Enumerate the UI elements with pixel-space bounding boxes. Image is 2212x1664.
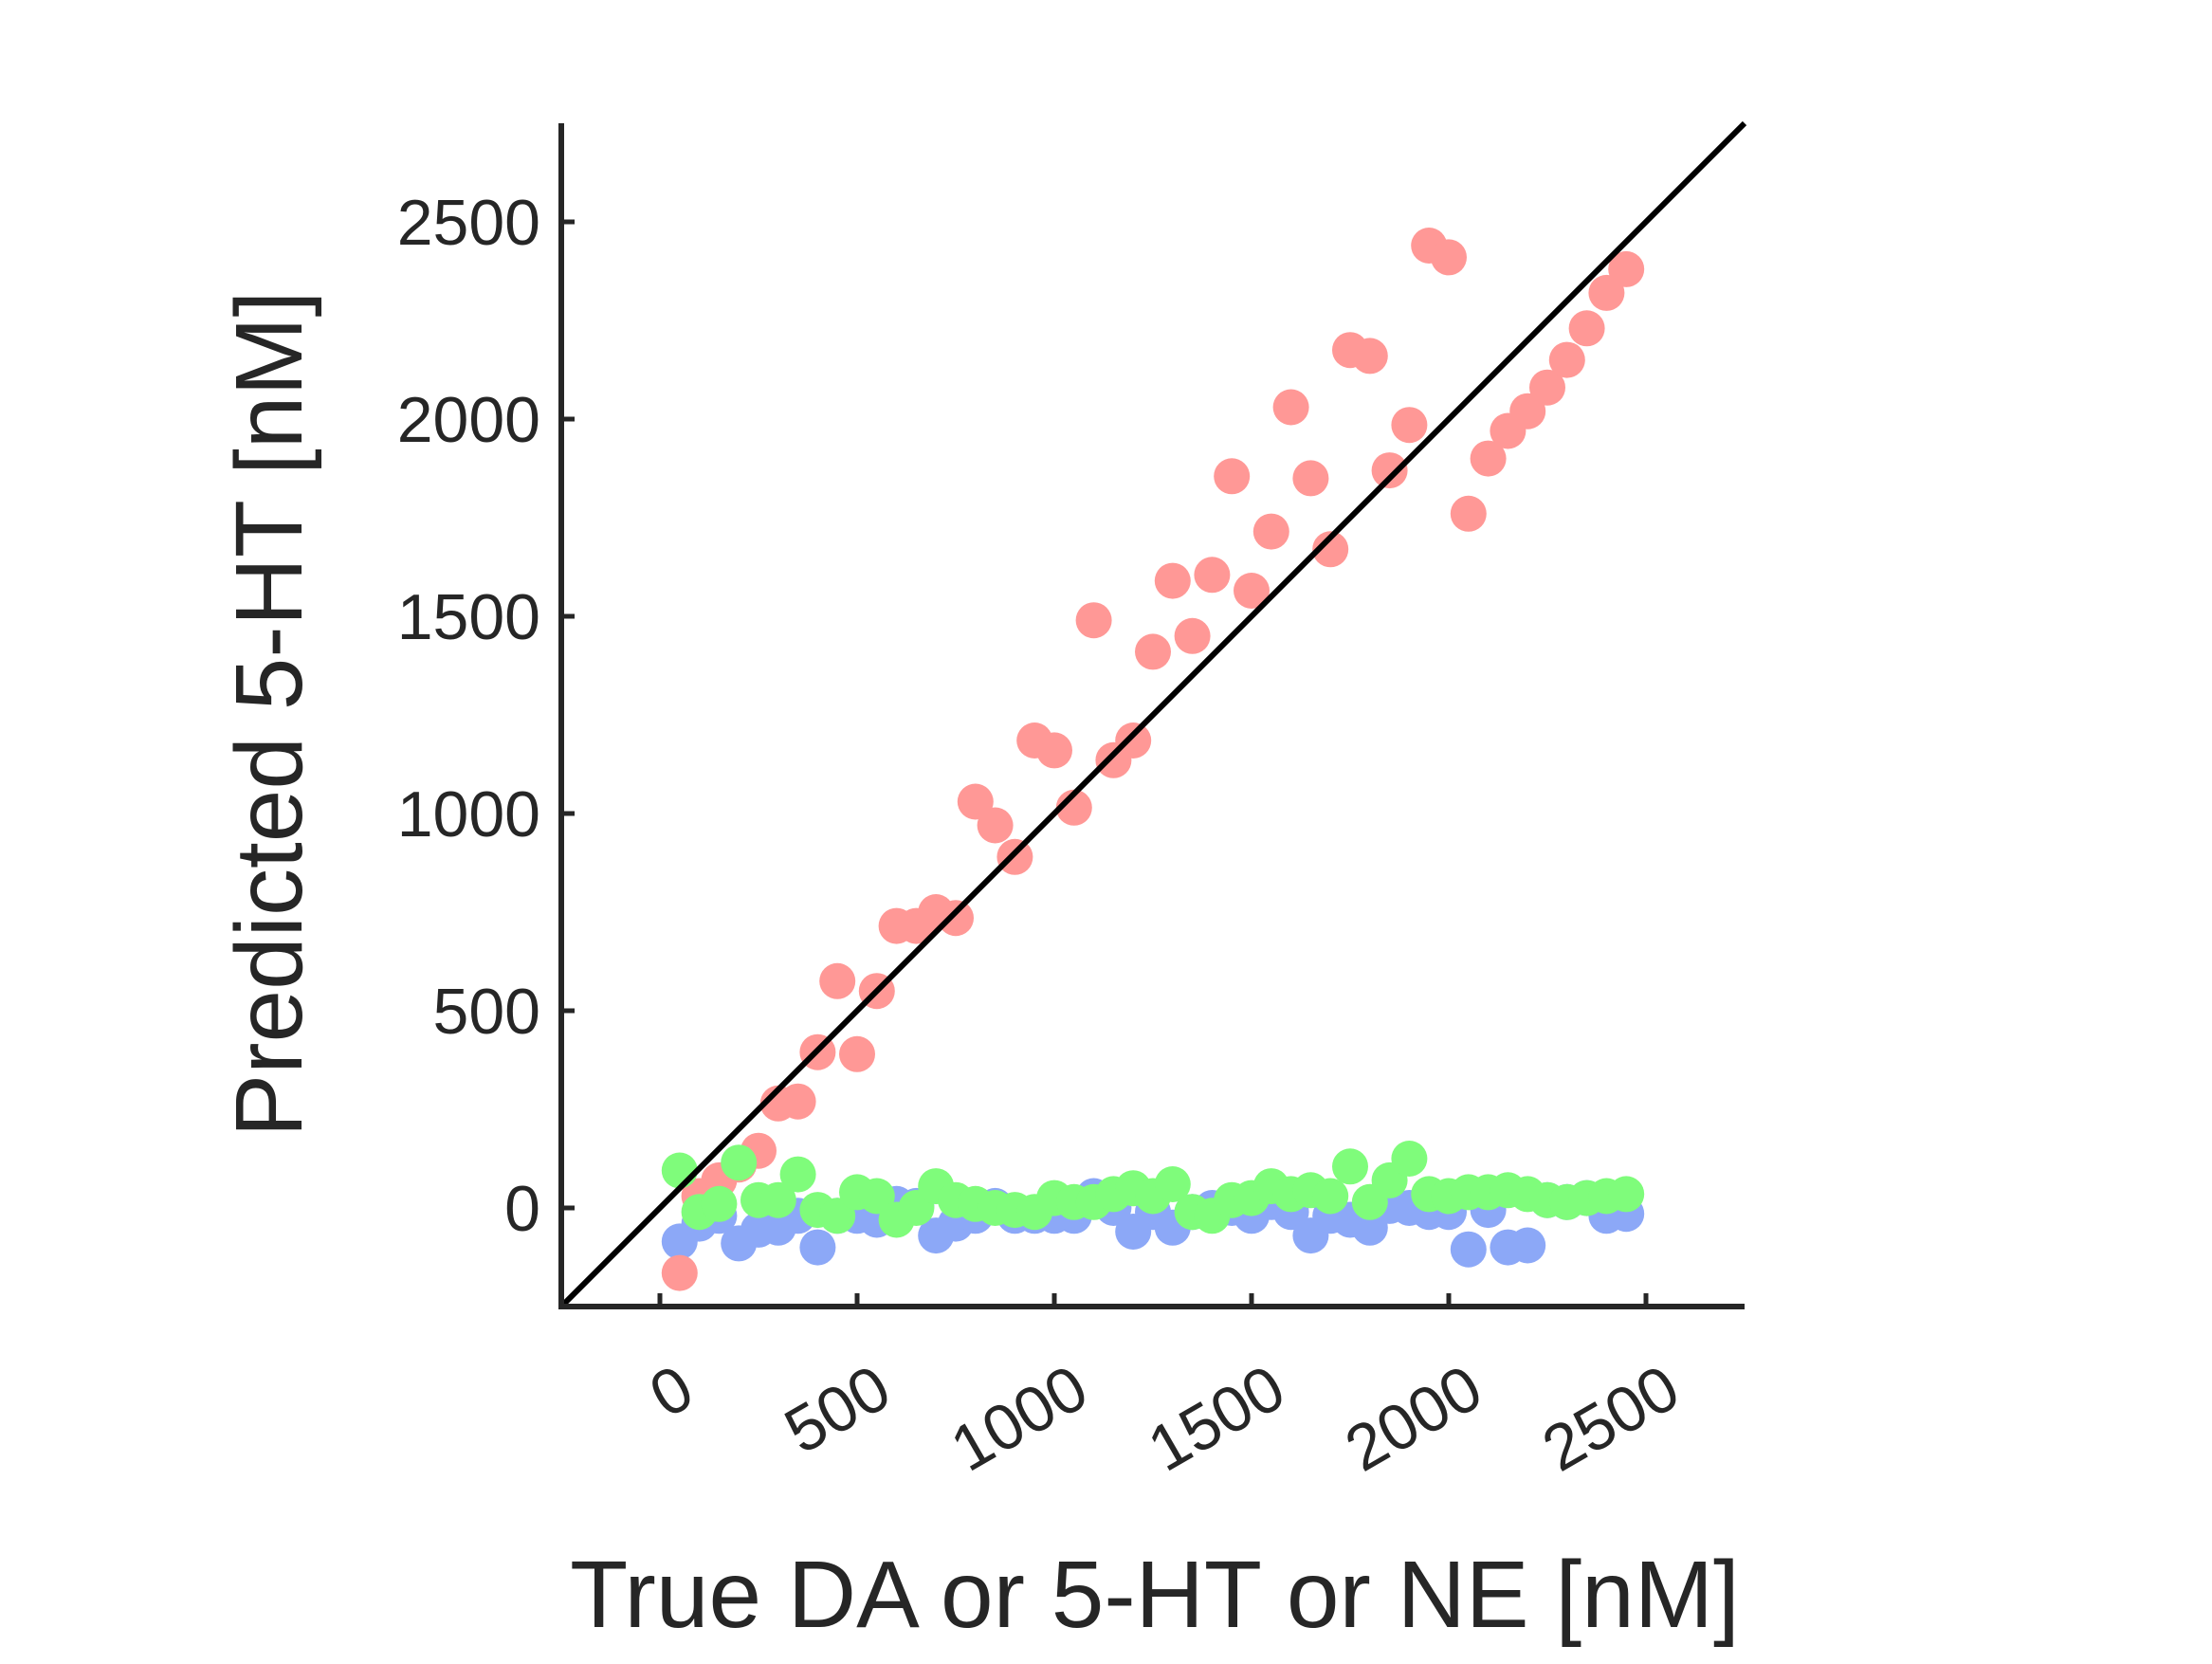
data-point xyxy=(1470,440,1507,477)
axes-layer xyxy=(558,123,1745,1309)
data-point xyxy=(1234,573,1270,609)
y-tick-label: 500 xyxy=(433,976,540,1048)
data-point xyxy=(1608,250,1645,287)
data-point xyxy=(1450,495,1487,532)
data-point xyxy=(1588,274,1625,311)
x-tick-label: 1000 xyxy=(939,1351,1099,1485)
data-point xyxy=(1036,732,1072,769)
x-axis-title: True DA or 5-HT or NE [nM] xyxy=(570,1542,1740,1648)
data-point xyxy=(1115,722,1152,759)
data-point xyxy=(1509,393,1546,430)
y-tick-label: 1000 xyxy=(397,778,540,850)
data-point xyxy=(1154,1166,1191,1202)
data-point xyxy=(1450,1231,1487,1268)
x-tick-label: 2500 xyxy=(1530,1351,1691,1485)
data-point xyxy=(1252,513,1289,550)
x-tick-label: 2000 xyxy=(1333,1351,1493,1485)
data-point xyxy=(1312,531,1349,568)
identity-line-layer xyxy=(558,120,1747,1309)
data-point xyxy=(661,1152,698,1189)
data-point xyxy=(1351,338,1388,375)
data-point xyxy=(819,962,856,999)
data-point xyxy=(1371,452,1408,489)
data-point xyxy=(1174,617,1211,654)
data-point xyxy=(759,1181,796,1218)
data-point xyxy=(1214,458,1251,495)
data-point xyxy=(799,1229,836,1266)
labels-layer: 0 500 1000 1500 2000 2500 0 500 1000 1500 2000 2500 xyxy=(397,187,1691,1486)
x-tick-label: 500 xyxy=(773,1351,902,1468)
data-point xyxy=(1332,1148,1368,1185)
y-tick-label: 0 xyxy=(504,1173,540,1245)
y-axis-title: Predicted 5-HT [nM] xyxy=(216,291,322,1138)
data-point xyxy=(1431,239,1467,276)
data-point xyxy=(977,807,1014,844)
data-point xyxy=(1135,633,1171,670)
series-green xyxy=(661,1141,1645,1238)
data-point xyxy=(1608,1176,1645,1213)
data-point xyxy=(1194,557,1231,594)
data-point xyxy=(1272,389,1309,426)
data-point xyxy=(1312,1178,1349,1215)
data-point xyxy=(661,1254,698,1291)
data-point xyxy=(779,1083,816,1120)
data-point xyxy=(1391,1141,1428,1177)
y-tick-label: 2500 xyxy=(397,187,540,259)
data-point xyxy=(1568,310,1605,347)
identity-line xyxy=(558,120,1747,1309)
data-point xyxy=(957,783,994,820)
data-point xyxy=(1075,602,1112,639)
data-point xyxy=(1154,562,1191,599)
data-point xyxy=(858,1178,895,1215)
y-tick-label: 1500 xyxy=(397,581,540,653)
data-point xyxy=(1529,369,1565,406)
data-point xyxy=(1548,341,1585,378)
data-point xyxy=(1509,1227,1546,1264)
data-point xyxy=(839,1035,875,1072)
x-tick-label: 0 xyxy=(638,1351,705,1432)
data-point xyxy=(701,1185,738,1222)
data-point xyxy=(819,1198,856,1234)
data-point xyxy=(1292,460,1329,497)
points-layer xyxy=(661,228,1645,1291)
y-tick-label: 2000 xyxy=(397,384,540,456)
series-red xyxy=(661,228,1645,1291)
data-point xyxy=(1391,407,1428,444)
data-point xyxy=(779,1156,816,1193)
x-tick-label: 1500 xyxy=(1136,1351,1296,1485)
data-point xyxy=(1055,789,1092,826)
data-point xyxy=(938,900,974,937)
data-point xyxy=(721,1144,758,1181)
